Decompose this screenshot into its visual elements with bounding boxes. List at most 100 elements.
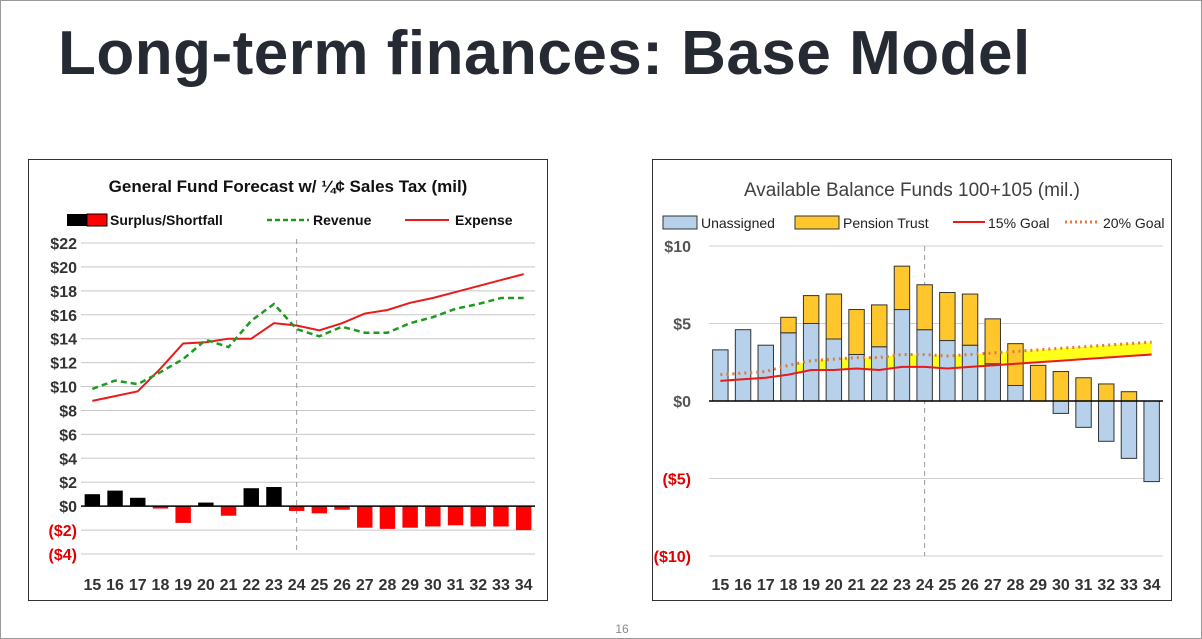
surplus-shortfall-bar <box>84 494 101 507</box>
x-tick-label: 33 <box>1120 577 1138 594</box>
surplus-shortfall-bar <box>470 506 486 527</box>
surplus-shortfall-bar <box>266 487 282 507</box>
balance-funds-chart: Available Balance Funds 100+105 (mil.) Un… <box>652 159 1172 601</box>
chart-title: Available Balance Funds 100+105 (mil.) <box>744 180 1080 201</box>
x-tick-label: 27 <box>356 577 374 594</box>
pension-trust-bar <box>848 309 865 356</box>
pension-trust-bar <box>916 284 933 331</box>
x-tick-label: 31 <box>447 577 465 594</box>
unassigned-bar <box>1052 400 1070 414</box>
x-tick-label: 26 <box>961 577 979 594</box>
x-tick-label: 32 <box>469 577 487 594</box>
y-tick-label: $18 <box>50 284 77 301</box>
surplus-shortfall-bar <box>220 506 237 516</box>
x-tick-label: 22 <box>870 577 888 594</box>
legend-label-surplus-shortfall: Surplus/Shortfall <box>110 212 223 228</box>
x-tick-label: 15 <box>711 577 729 594</box>
y-tick-label: ($5) <box>663 472 691 489</box>
y-tick-label: $22 <box>50 236 77 253</box>
unassigned-bar <box>1075 400 1092 428</box>
pension-trust-bar <box>1075 377 1092 402</box>
x-tick-label: 26 <box>333 577 351 594</box>
legend-swatch-surplus <box>67 214 87 226</box>
x-tick-label: 19 <box>174 577 192 594</box>
x-tick-label: 16 <box>734 577 752 594</box>
slide-title: Long-term finances: Base Model <box>58 19 1031 88</box>
x-tick-label: 18 <box>152 577 170 594</box>
surplus-shortfall-bar <box>288 506 305 511</box>
y-tick-label: $16 <box>50 308 77 325</box>
general-fund-chart: General Fund Forecast w/ ¼¢ Sales Tax (m… <box>28 159 548 601</box>
x-tick-label: 19 <box>802 577 820 594</box>
x-tick-label: 32 <box>1097 577 1115 594</box>
pension-trust-bar <box>825 293 843 340</box>
legend-label-15-goal: 15% Goal <box>988 215 1049 231</box>
legend-label-pension-trust: Pension Trust <box>843 215 929 231</box>
legend-label-20-goal: 20% Goal <box>1103 215 1164 231</box>
x-tick-label: 23 <box>265 577 283 594</box>
pension-trust-bar <box>1098 383 1115 402</box>
x-tick-label: 25 <box>310 577 328 594</box>
revenue-line <box>91 296 524 391</box>
y-tick-label: $10 <box>50 380 77 397</box>
y-tick-label: ($2) <box>49 523 77 540</box>
surplus-shortfall-bar <box>152 506 169 509</box>
unassigned-bar <box>712 349 729 402</box>
surplus-shortfall-bar <box>198 502 214 507</box>
surplus-shortfall-bar <box>379 506 396 529</box>
pension-trust-bar <box>1029 364 1047 402</box>
x-tick-label: 30 <box>424 577 442 594</box>
unassigned-bar <box>780 332 797 402</box>
legend-swatch-unassigned <box>662 215 698 230</box>
x-tick-label: 24 <box>916 577 934 594</box>
y-tick-label: $0 <box>59 499 77 516</box>
unassigned-bar <box>893 309 911 402</box>
pension-trust-bar <box>780 316 797 334</box>
surplus-shortfall-bar <box>357 506 373 528</box>
surplus-shortfall-bar <box>130 497 146 507</box>
unassigned-bar <box>1143 400 1160 483</box>
legend-label-unassigned: Unassigned <box>701 215 775 231</box>
x-tick-label: 17 <box>129 577 147 594</box>
surplus-shortfall-bar <box>334 506 350 510</box>
balance-funds-chart-svg: Available Balance Funds 100+105 (mil.) Un… <box>654 180 1165 594</box>
x-tick-label: 30 <box>1052 577 1070 594</box>
goal-15-line <box>720 353 1152 382</box>
x-tick-label: 31 <box>1075 577 1093 594</box>
y-tick-label: ($4) <box>49 547 77 564</box>
y-tick-label: $8 <box>59 403 77 420</box>
legend-swatch-shortfall <box>86 213 108 227</box>
surplus-shortfall-bar <box>107 490 123 507</box>
unassigned-bar <box>1007 385 1024 402</box>
x-tick-label: 16 <box>106 577 124 594</box>
surplus-shortfall-bar <box>311 506 328 514</box>
pension-trust-bar <box>893 265 911 311</box>
surplus-shortfall-bar <box>447 506 464 526</box>
surplus-shortfall-bar <box>515 506 532 531</box>
x-tick-label: 34 <box>515 577 533 594</box>
y-tick-label: $5 <box>673 317 691 334</box>
x-tick-label: 22 <box>242 577 260 594</box>
unassigned-bar <box>802 323 820 402</box>
y-tick-label: $0 <box>673 394 691 411</box>
y-tick-label: ($10) <box>654 549 691 566</box>
x-tick-label: 25 <box>938 577 956 594</box>
x-tick-label: 29 <box>1029 577 1047 594</box>
x-tick-label: 23 <box>893 577 911 594</box>
unassigned-bar <box>1120 400 1138 459</box>
surplus-shortfall-bar <box>175 506 191 523</box>
pension-trust-bar <box>1120 391 1138 402</box>
expense-line <box>92 273 524 402</box>
unassigned-bar <box>734 329 752 402</box>
page-number: 16 <box>615 622 629 636</box>
legend-label-expense: Expense <box>455 212 513 228</box>
x-tick-label: 15 <box>83 577 101 594</box>
y-tick-label: $20 <box>50 260 77 277</box>
pension-trust-bar <box>939 292 956 342</box>
x-tick-label: 21 <box>848 577 866 594</box>
surplus-shortfall-bar <box>243 488 259 507</box>
x-tick-label: 27 <box>984 577 1002 594</box>
unassigned-bar <box>848 354 865 402</box>
legend-swatch-pension-trust <box>794 215 840 230</box>
x-tick-label: 20 <box>825 577 843 594</box>
